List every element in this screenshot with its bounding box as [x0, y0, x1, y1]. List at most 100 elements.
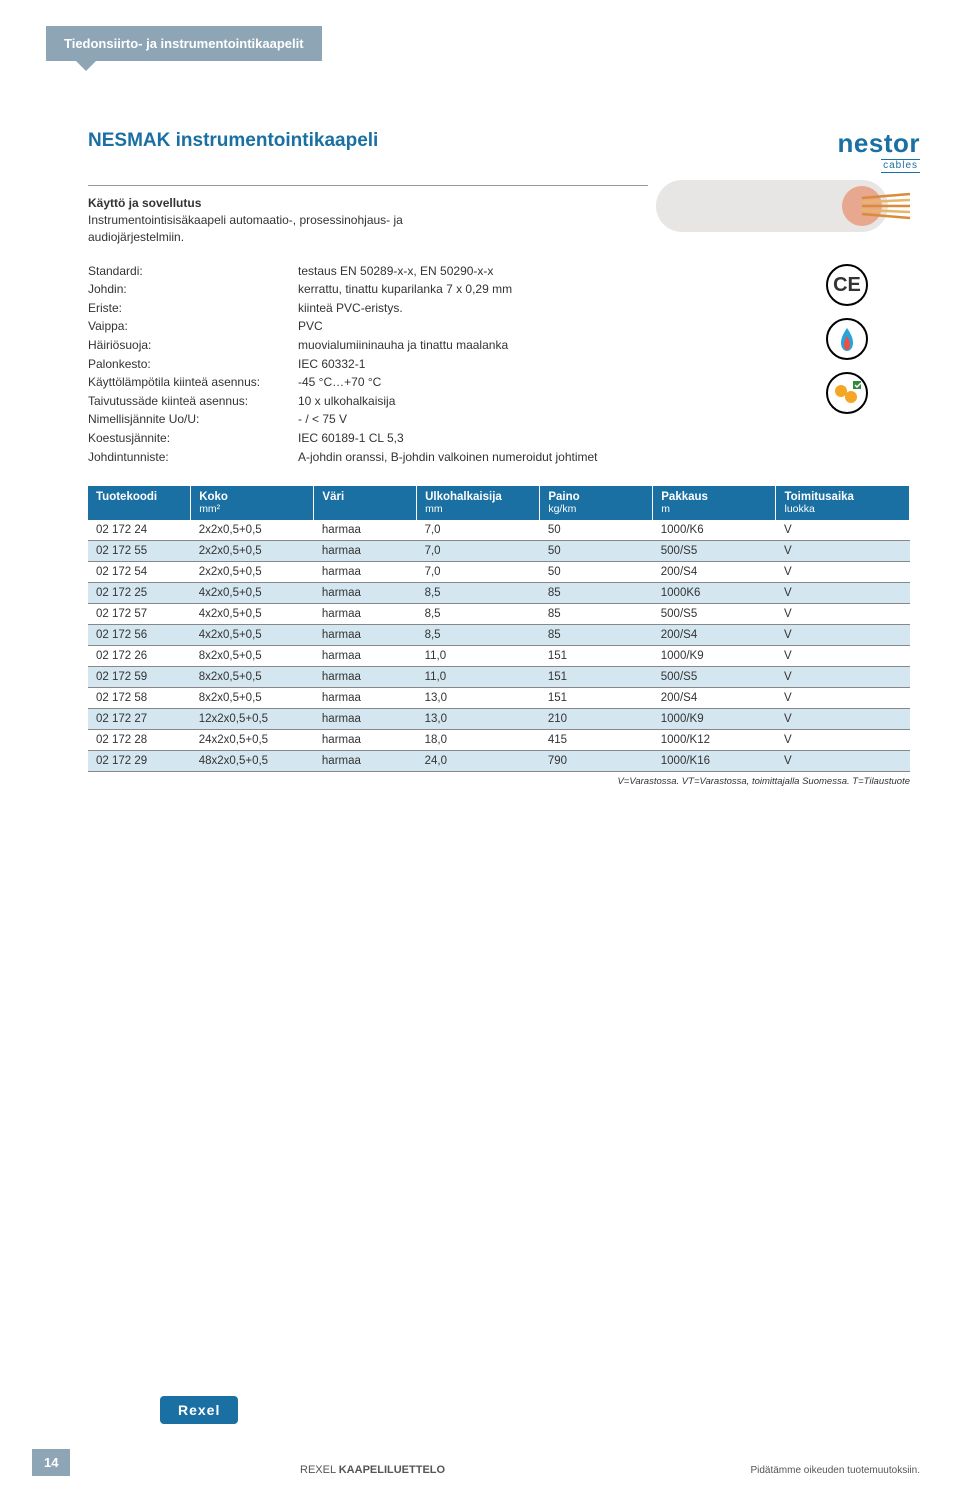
table-cell: 8,5: [417, 604, 540, 625]
table-cell: harmaa: [314, 625, 417, 646]
spec-value: 10 x ulkohalkaisija: [298, 392, 598, 411]
table-cell: 02 172 24: [88, 520, 191, 541]
table-cell: 02 172 26: [88, 646, 191, 667]
table-cell: 210: [540, 709, 653, 730]
table-cell: 02 172 25: [88, 583, 191, 604]
table-cell: 200/S4: [653, 625, 776, 646]
spec-value: - / < 75 V: [298, 410, 598, 429]
table-cell: harmaa: [314, 730, 417, 751]
table-cell: 02 172 28: [88, 730, 191, 751]
table-cell: harmaa: [314, 583, 417, 604]
table-cell: 7,0: [417, 562, 540, 583]
table-cell: V: [776, 709, 910, 730]
table-row: 02 172 254x2x0,5+0,5harmaa8,5851000K6V: [88, 583, 910, 604]
spec-value: A-johdin oranssi, B-johdin valkoinen num…: [298, 448, 598, 467]
col-header: Toimitusaikaluokka: [776, 486, 910, 520]
table-cell: 1000/K9: [653, 709, 776, 730]
logo-main: nestor: [838, 130, 920, 156]
table-cell: V: [776, 667, 910, 688]
table-cell: 02 172 27: [88, 709, 191, 730]
table-cell: 1000/K6: [653, 520, 776, 541]
spec-label: Standardi:: [88, 262, 298, 281]
flame-icon: [826, 318, 868, 360]
table-cell: harmaa: [314, 667, 417, 688]
spec-label: Johdintunniste:: [88, 448, 298, 467]
rexel-logo: Rexel: [160, 1396, 238, 1424]
spec-value: testaus EN 50289-x-x, EN 50290-x-x: [298, 262, 598, 281]
table-row: 02 172 598x2x0,5+0,5harmaa11,0151500/S5V: [88, 667, 910, 688]
table-row: 02 172 2824x2x0,5+0,5harmaa18,04151000/K…: [88, 730, 910, 751]
table-row: 02 172 588x2x0,5+0,5harmaa13,0151200/S4V: [88, 688, 910, 709]
footer-center: REXEL KAAPELILUETTELO: [300, 1464, 445, 1476]
table-cell: 02 172 29: [88, 751, 191, 772]
table-cell: 02 172 54: [88, 562, 191, 583]
table-row: 02 172 268x2x0,5+0,5harmaa11,01511000/K9…: [88, 646, 910, 667]
footer-bold: KAAPELILUETTELO: [339, 1464, 445, 1476]
product-table: Tuotekoodi Kokomm²Väri UlkohalkaisijammP…: [88, 486, 910, 772]
logo-sub: cables: [881, 159, 920, 173]
table-cell: harmaa: [314, 646, 417, 667]
table-cell: harmaa: [314, 541, 417, 562]
table-cell: 02 172 55: [88, 541, 191, 562]
table-row: 02 172 552x2x0,5+0,5harmaa7,050500/S5V: [88, 541, 910, 562]
sun-icon: [826, 372, 868, 414]
table-cell: 8x2x0,5+0,5: [191, 667, 314, 688]
spec-list: Standardi:testaus EN 50289-x-x, EN 50290…: [88, 262, 920, 467]
spec-label: Häiriösuoja:: [88, 336, 298, 355]
table-cell: V: [776, 562, 910, 583]
footer-right: Pidätämme oikeuden tuotemuutoksiin.: [750, 1465, 920, 1476]
table-row: 02 172 574x2x0,5+0,5harmaa8,585500/S5V: [88, 604, 910, 625]
table-cell: V: [776, 541, 910, 562]
col-header: Pakkausm: [653, 486, 776, 520]
spec-value: IEC 60332-1: [298, 355, 598, 374]
table-cell: 7,0: [417, 541, 540, 562]
spec-label: Nimellisjännite Uo/U:: [88, 410, 298, 429]
spec-label: Vaippa:: [88, 317, 298, 336]
col-header: Väri: [314, 486, 417, 520]
footer-prefix: REXEL: [300, 1464, 336, 1476]
table-cell: 02 172 58: [88, 688, 191, 709]
table-cell: 85: [540, 604, 653, 625]
table-cell: 50: [540, 562, 653, 583]
table-row: 02 172 2712x2x0,5+0,5harmaa13,02101000/K…: [88, 709, 910, 730]
table-cell: harmaa: [314, 604, 417, 625]
spec-label: Palonkesto:: [88, 355, 298, 374]
table-cell: 2x2x0,5+0,5: [191, 541, 314, 562]
table-cell: 11,0: [417, 646, 540, 667]
col-header: Painokg/km: [540, 486, 653, 520]
table-cell: 151: [540, 667, 653, 688]
table-cell: 8,5: [417, 583, 540, 604]
table-cell: 1000/K9: [653, 646, 776, 667]
table-row: 02 172 242x2x0,5+0,5harmaa7,0501000/K6V: [88, 520, 910, 541]
description: Instrumentointisisäkaapeli automaatio-, …: [88, 212, 488, 246]
table-cell: 13,0: [417, 709, 540, 730]
spec-value: kiinteä PVC-eristys.: [298, 299, 598, 318]
table-cell: 8x2x0,5+0,5: [191, 646, 314, 667]
table-cell: 1000/K16: [653, 751, 776, 772]
table-cell: harmaa: [314, 688, 417, 709]
table-cell: 02 172 57: [88, 604, 191, 625]
page-title: NESMAK instrumentointikaapeli: [88, 130, 378, 152]
table-cell: 2x2x0,5+0,5: [191, 562, 314, 583]
table-cell: V: [776, 604, 910, 625]
table-row: 02 172 564x2x0,5+0,5harmaa8,585200/S4V: [88, 625, 910, 646]
col-header: Tuotekoodi: [88, 486, 191, 520]
table-cell: 200/S4: [653, 688, 776, 709]
table-cell: V: [776, 583, 910, 604]
table-cell: V: [776, 646, 910, 667]
brand-logo: nestor cables: [838, 130, 920, 173]
table-cell: 12x2x0,5+0,5: [191, 709, 314, 730]
table-legend: V=Varastossa. VT=Varastossa, toimittajal…: [88, 776, 910, 787]
table-cell: V: [776, 625, 910, 646]
table-cell: harmaa: [314, 562, 417, 583]
spec-label: Eriste:: [88, 299, 298, 318]
table-cell: 48x2x0,5+0,5: [191, 751, 314, 772]
table-cell: 4x2x0,5+0,5: [191, 604, 314, 625]
table-cell: 24x2x0,5+0,5: [191, 730, 314, 751]
table-cell: harmaa: [314, 751, 417, 772]
table-cell: 02 172 59: [88, 667, 191, 688]
table-cell: V: [776, 520, 910, 541]
col-header: Ulkohalkaisijamm: [417, 486, 540, 520]
ce-icon: CE: [826, 264, 868, 306]
spec-value: kerrattu, tinattu kuparilanka 7 x 0,29 m…: [298, 280, 598, 299]
